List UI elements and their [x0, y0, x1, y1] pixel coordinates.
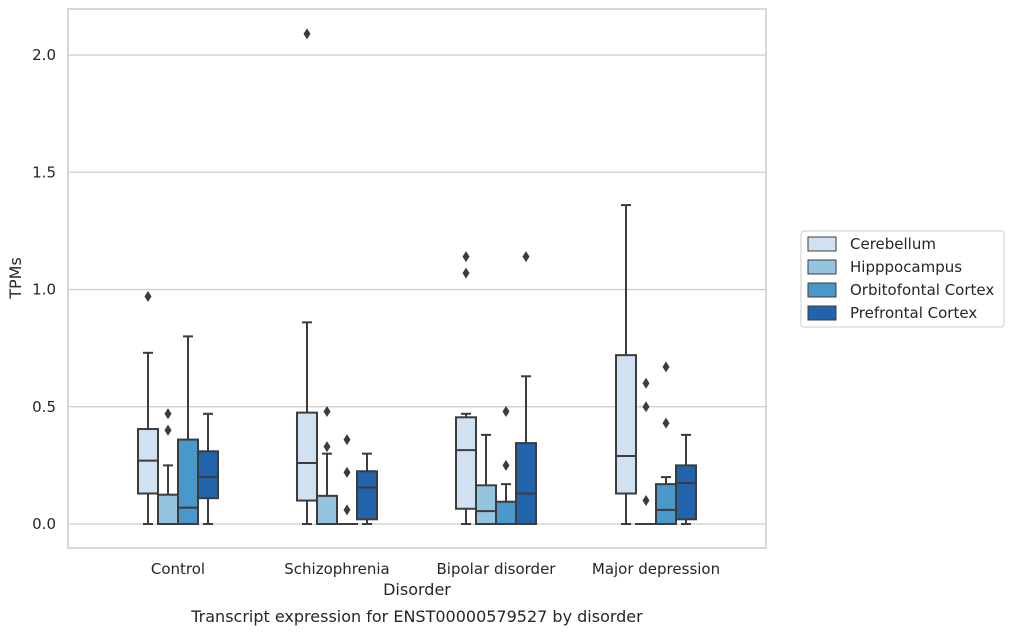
outlier-point — [642, 495, 650, 507]
outlier-point — [323, 405, 331, 417]
outlier-point — [164, 424, 172, 436]
outlier-point — [343, 434, 351, 446]
box-1-1 — [316, 405, 338, 525]
box-body — [615, 354, 637, 495]
legend-swatch — [807, 259, 837, 275]
box-body — [655, 483, 677, 526]
x-tick-labels: Control Schizophrenia Bipolar disorder Majo… — [151, 560, 720, 578]
y-tick-label: 2.0 — [32, 46, 56, 64]
box-body — [296, 411, 318, 502]
legend-frame — [800, 230, 1005, 328]
legend-swatch — [807, 236, 837, 252]
box-0-3 — [615, 204, 637, 525]
box-body — [675, 464, 697, 521]
box-0-2 — [455, 251, 477, 525]
legend-label: Hipppocampus — [850, 258, 962, 276]
outlier-point — [462, 267, 470, 279]
y-tick-label: 0.5 — [32, 398, 56, 416]
box-2-1 — [336, 434, 358, 526]
box-body — [197, 450, 219, 500]
y-tick-label: 0.0 — [32, 515, 56, 533]
x-tick-label: Bipolar disorder — [437, 560, 557, 578]
box-body — [515, 442, 537, 525]
chart-caption: Transcript expression for ENST0000057952… — [190, 607, 643, 626]
outlier-point — [502, 405, 510, 417]
outlier-point — [642, 377, 650, 389]
outlier-point — [502, 459, 510, 471]
box-3-0 — [197, 412, 219, 525]
outlier-point — [323, 441, 331, 453]
box-body — [475, 484, 497, 525]
outlier-point — [303, 28, 311, 40]
plot-area-frame — [67, 8, 767, 549]
box-body — [316, 494, 338, 525]
y-tick-label: 1.5 — [32, 163, 56, 181]
outlier-point — [642, 401, 650, 413]
box-1-0 — [157, 408, 179, 525]
y-axis-title: TPMs — [6, 257, 25, 300]
box-1-3 — [635, 377, 657, 526]
x-axis-title: Disorder — [383, 580, 451, 599]
box-3-3 — [675, 433, 697, 525]
outlier-point — [343, 504, 351, 516]
box-body — [495, 500, 517, 526]
box-body — [157, 493, 179, 525]
outlier-point — [522, 251, 530, 263]
legend: Cerebellum Hipppocampus Orbitofontal Corte… — [800, 230, 1005, 328]
box-0-1 — [296, 28, 318, 525]
box-body — [356, 470, 378, 521]
x-tick-label: Major depression — [592, 560, 720, 578]
box-0-0 — [137, 291, 159, 525]
x-tick-label: Schizophrenia — [284, 560, 389, 578]
box-3-1 — [356, 452, 378, 525]
outlier-point — [462, 251, 470, 263]
outlier-point — [662, 417, 670, 429]
y-tick-labels: 0.0 0.5 1.0 1.5 2.0 — [32, 46, 56, 533]
box-body — [455, 416, 477, 510]
legend-swatch — [807, 305, 837, 321]
legend-swatch — [807, 282, 837, 298]
box-2-0 — [177, 335, 199, 525]
legend-label: Cerebellum — [850, 235, 936, 253]
x-tick-label: Control — [151, 560, 205, 578]
outlier-point — [343, 466, 351, 478]
outlier-point — [662, 361, 670, 373]
y-tick-label: 1.0 — [32, 281, 56, 299]
legend-label: Orbitofontal Cortex — [850, 281, 994, 299]
outlier-point — [164, 408, 172, 420]
box-groups — [137, 28, 697, 526]
box-body — [177, 438, 199, 525]
legend-label: Prefrontal Cortex — [850, 304, 977, 322]
outlier-point — [144, 291, 152, 303]
box-3-2 — [515, 251, 537, 525]
